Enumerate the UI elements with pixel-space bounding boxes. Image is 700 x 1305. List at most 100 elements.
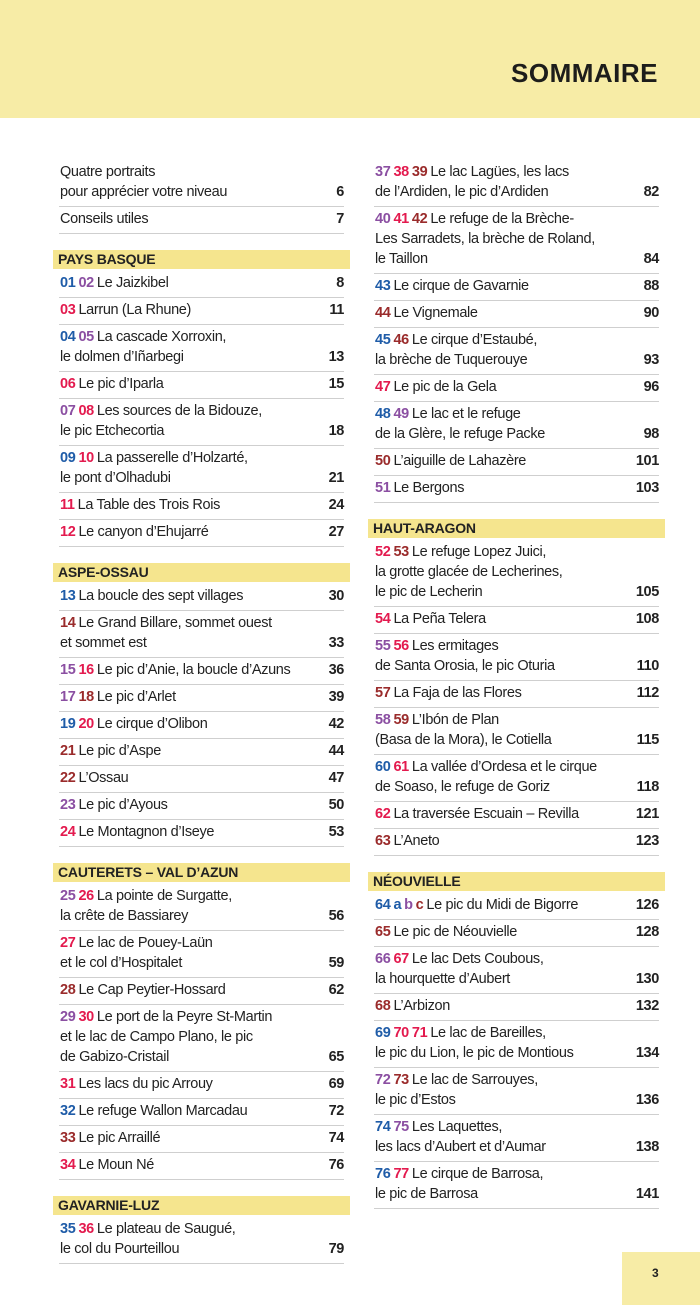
toc-entry[interactable]: 45 46 Le cirque d’Estaubé, la brèche de Tu… <box>374 328 659 375</box>
route-number: 54 <box>375 611 391 627</box>
entry-page: 33 <box>328 635 345 651</box>
toc-entry[interactable]: 13 La boucle des sept villages 30 <box>59 584 344 611</box>
entry-text: 76 77 Le cirque de Barrosa, le pic de Barr… <box>375 1164 632 1204</box>
toc-entry[interactable]: 55 56 Les ermitages de Santa Orosia, le pi… <box>374 634 659 681</box>
toc-entry[interactable]: 04 05 La cascade Xorroxin, le dolmen d’Iña… <box>59 325 344 372</box>
toc-entry[interactable]: 22 L’Ossau 47 <box>59 766 344 793</box>
toc-entry[interactable]: 06 Le pic d’Iparla 15 <box>59 372 344 399</box>
route-number: 50 <box>375 453 391 469</box>
entry-text: 33 Le pic Arraillé <box>60 1128 325 1148</box>
route-number: 74 <box>375 1119 391 1135</box>
route-number: 76 <box>375 1166 391 1182</box>
toc-entry[interactable]: 65 Le pic de Néouvielle 128 <box>374 920 659 947</box>
toc-entry[interactable]: 68 L’Arbizon 132 <box>374 994 659 1021</box>
toc-entry[interactable]: 29 30 Le port de la Peyre St-Martin et le … <box>59 1005 344 1072</box>
entry-page: 101 <box>635 453 660 469</box>
toc-entry[interactable]: 52 53 Le refuge Lopez Juici, la grotte gla… <box>374 540 659 607</box>
route-number: 30 <box>78 1009 94 1025</box>
toc-entry[interactable]: 74 75 Les Laquettes, les lacs d’Aubert et … <box>374 1115 659 1162</box>
toc-entry[interactable]: 07 08 Les sources de la Bidouze, le pic Et… <box>59 399 344 446</box>
route-number: 43 <box>375 278 391 294</box>
entry-title: Conseils utiles <box>60 211 149 227</box>
page-number: 3 <box>652 1266 659 1280</box>
entry-page: 56 <box>328 908 345 924</box>
toc-entry[interactable]: 25 26 La pointe de Surgatte, la crête de B… <box>59 884 344 931</box>
toc-entry[interactable]: Conseils utiles 7 <box>59 207 344 234</box>
route-number: 14 <box>60 615 76 631</box>
toc-entry[interactable]: 03 Larrun (La Rhune) 11 <box>59 298 344 325</box>
entry-title: Le lac Lagües, les lacs de l’Ardiden, le… <box>375 164 569 200</box>
toc-entry[interactable]: 34 Le Moun Né 76 <box>59 1153 344 1180</box>
entry-title: Le canyon d’Ehujarré <box>78 524 209 540</box>
toc-entry[interactable]: 24 Le Montagnon d’Iseye 53 <box>59 820 344 847</box>
toc-entry[interactable]: 58 59 L’Ibón de Plan (Basa de la Mora), le… <box>374 708 659 755</box>
toc-entry[interactable]: 35 36 Le plateau de Saugué, le col du Pour… <box>59 1217 344 1264</box>
toc-entry[interactable]: 14 Le Grand Billare, sommet ouest et somm… <box>59 611 344 658</box>
toc-entry[interactable]: 28 Le Cap Peytier-Hossard 62 <box>59 978 344 1005</box>
toc-entry[interactable]: 21 Le pic d’Aspe 44 <box>59 739 344 766</box>
entry-text: 62 La traversée Escuain – Revilla <box>375 804 632 824</box>
toc-entry[interactable]: 51 Le Bergons 103 <box>374 476 659 503</box>
toc-entry[interactable]: 32 Le refuge Wallon Marcadau 72 <box>59 1099 344 1126</box>
entry-page: 136 <box>635 1092 660 1108</box>
toc-entry[interactable]: 23 Le pic d’Ayous 50 <box>59 793 344 820</box>
entry-title: Le cirque de Barrosa, le pic de Barrosa <box>375 1166 544 1202</box>
entry-text: 52 53 Le refuge Lopez Juici, la grotte gla… <box>375 542 632 602</box>
toc-entry[interactable]: 27 Le lac de Pouey-Laün et le col d’Hospi… <box>59 931 344 978</box>
toc-entry[interactable]: 76 77 Le cirque de Barrosa, le pic de Barr… <box>374 1162 659 1209</box>
toc-entry[interactable]: 50 L’aiguille de Lahazère 101 <box>374 449 659 476</box>
entry-text: 34 Le Moun Né <box>60 1155 325 1175</box>
entry-text: 74 75 Les Laquettes, les lacs d’Aubert et … <box>375 1117 632 1157</box>
entry-text: 50 L’aiguille de Lahazère <box>375 451 632 471</box>
route-number: 15 <box>60 662 76 678</box>
toc-entry[interactable]: 69 70 71 Le lac de Bareilles, le pic du Lio… <box>374 1021 659 1068</box>
toc-entry[interactable]: 63 L’Aneto 123 <box>374 829 659 856</box>
entry-page: 18 <box>328 423 345 439</box>
toc-entry[interactable]: 01 02 Le Jaizkibel 8 <box>59 271 344 298</box>
toc-entry[interactable]: 15 16 Le pic d’Anie, la boucle d’Azuns 36 <box>59 658 344 685</box>
toc-entry[interactable]: 37 38 39 Le lac Lagües, les lacs de l’Ardid… <box>374 160 659 207</box>
entry-page: 42 <box>328 716 345 732</box>
toc-column-right: 37 38 39 Le lac Lagües, les lacs de l’Ardid… <box>368 160 665 1209</box>
entry-text: 14 Le Grand Billare, sommet ouest et somm… <box>60 613 325 653</box>
entry-text: 12 Le canyon d’Ehujarré <box>60 522 325 542</box>
toc-entry[interactable]: 31 Les lacs du pic Arrouy 69 <box>59 1072 344 1099</box>
route-number: 39 <box>411 164 428 180</box>
toc-entry[interactable]: 72 73 Le lac de Sarrouyes, le pic d’Estos 1… <box>374 1068 659 1115</box>
entry-title: Le pic du Midi de Bigorre <box>426 897 579 913</box>
entry-text: 54 La Peña Telera <box>375 609 632 629</box>
toc-entry[interactable]: 09 10 La passerelle d’Holzarté, le pont d’… <box>59 446 344 493</box>
entry-page: 115 <box>636 732 660 748</box>
entry-page: 103 <box>635 480 660 496</box>
toc-entry[interactable]: 64 a b c Le pic du Midi de Bigorre 126 <box>374 893 659 920</box>
entry-title: L’Aneto <box>393 833 440 849</box>
toc-entry[interactable]: 66 67 Le lac Dets Coubous, la hourquette d… <box>374 947 659 994</box>
toc-entry[interactable]: 47 Le pic de la Gela 96 <box>374 375 659 402</box>
entry-text: 19 20 Le cirque d’Olibon <box>60 714 325 734</box>
route-number: 12 <box>60 524 76 540</box>
route-number: 46 <box>393 332 409 348</box>
entry-text: 06 Le pic d’Iparla <box>60 374 325 394</box>
toc-entry[interactable]: 48 49 Le lac et le refuge de la Glère, le … <box>374 402 659 449</box>
toc-entry[interactable]: 12 Le canyon d’Ehujarré 27 <box>59 520 344 547</box>
route-number: 31 <box>60 1076 76 1092</box>
toc-entry[interactable]: 57 La Faja de las Flores 112 <box>374 681 659 708</box>
toc-entry[interactable]: 44 Le Vignemale 90 <box>374 301 659 328</box>
toc-entry[interactable]: 33 Le pic Arraillé 74 <box>59 1126 344 1153</box>
toc-entry[interactable]: 60 61 La vallée d’Ordesa et le cirque de S… <box>374 755 659 802</box>
toc-entry[interactable]: 17 18 Le pic d’Arlet 39 <box>59 685 344 712</box>
route-number: 08 <box>78 403 94 419</box>
route-number: b <box>404 897 413 913</box>
toc-entry[interactable]: 40 41 42 Le refuge de la Brèche- Les Sarrad… <box>374 207 659 274</box>
toc-entry[interactable]: Quatre portraits pour apprécier votre ni… <box>59 160 344 207</box>
toc-entry[interactable]: 54 La Peña Telera 108 <box>374 607 659 634</box>
toc-entry[interactable]: 19 20 Le cirque d’Olibon 42 <box>59 712 344 739</box>
entry-page: 90 <box>643 305 660 321</box>
entry-page: 121 <box>635 806 660 822</box>
toc-entry[interactable]: 43 Le cirque de Gavarnie 88 <box>374 274 659 301</box>
entry-page: 88 <box>643 278 660 294</box>
toc-entry[interactable]: 62 La traversée Escuain – Revilla 121 <box>374 802 659 829</box>
route-number: 03 <box>60 302 76 318</box>
entry-title: Les ermitages de Santa Orosia, le pic Ot… <box>375 638 555 674</box>
toc-entry[interactable]: 11 La Table des Trois Rois 24 <box>59 493 344 520</box>
